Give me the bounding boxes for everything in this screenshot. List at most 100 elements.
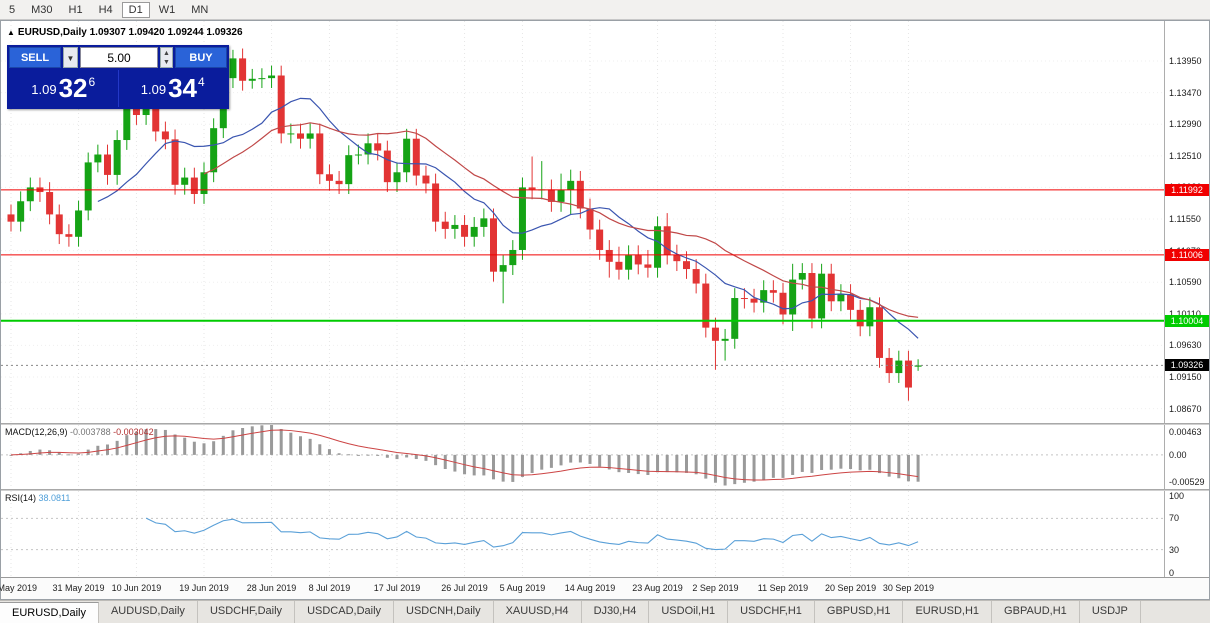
timeframe-button-h1[interactable]: H1 bbox=[62, 2, 90, 18]
pane-splitter-macd[interactable] bbox=[1, 423, 1209, 425]
rsi-label: RSI(14) 38.0811 bbox=[5, 493, 70, 503]
macd-signal-value: -0.003042 bbox=[113, 427, 154, 437]
timeframe-button-5[interactable]: 5 bbox=[2, 2, 22, 18]
date-label: 11 Sep 2019 bbox=[757, 583, 809, 593]
buy-button[interactable]: BUY bbox=[175, 47, 227, 68]
spinner-up-icon[interactable]: ▲ bbox=[163, 49, 170, 57]
chart-tab[interactable]: EURUSD,H1 bbox=[903, 601, 993, 623]
rsi-name: RSI(14) bbox=[5, 493, 37, 503]
timeframe-button-w1[interactable]: W1 bbox=[152, 2, 183, 18]
volume-spinner[interactable]: ▲ ▼ bbox=[160, 47, 173, 68]
price-tag-current: 1.09326 bbox=[1165, 359, 1209, 372]
volume-preset-dropdown[interactable]: ▼ bbox=[63, 47, 78, 68]
date-label: 14 Aug 2019 bbox=[564, 583, 616, 593]
sell-button[interactable]: SELL bbox=[9, 47, 61, 68]
rsi-tick-label: 0 bbox=[1169, 568, 1175, 577]
macd-label: MACD(12,26,9) -0.003788 -0.003042 bbox=[5, 427, 154, 437]
buy-price-pips: 34 bbox=[168, 73, 198, 103]
timeframe-button-h4[interactable]: H4 bbox=[92, 2, 120, 18]
date-label: 2 Sep 2019 bbox=[692, 583, 739, 593]
macd-tick-label: -0.00529 bbox=[1169, 477, 1205, 487]
price-tick-label: 1.09150 bbox=[1169, 372, 1202, 383]
time-axis: 22 May 2019 31 May 2019 10 Jun 2019 19 Jun … bbox=[0, 577, 1209, 599]
price-tag-resistance-1[interactable]: 1.11992 bbox=[1165, 183, 1209, 196]
rsi-tick-label: 70 bbox=[1169, 513, 1180, 524]
trade-panel-controls: SELL ▼ ▲▼ BUY bbox=[9, 47, 227, 68]
date-label: 8 Jul 2019 bbox=[308, 583, 351, 593]
sell-price-pips: 32 bbox=[58, 73, 88, 103]
price-tick-label: 1.12510 bbox=[1169, 150, 1202, 161]
price-tick-label: 1.13470 bbox=[1169, 87, 1202, 98]
macd-pane: 0.00463 0.00 -0.00529 MACD(12,26,9) -0.003… bbox=[1, 425, 1209, 489]
volume-input[interactable] bbox=[80, 47, 158, 68]
price-tag-resistance-2[interactable]: 1.11006 bbox=[1165, 248, 1209, 261]
chart-tab[interactable]: DJ30,H4 bbox=[582, 601, 650, 623]
timeframe-button-m30[interactable]: M30 bbox=[24, 2, 59, 18]
rsi-chart[interactable] bbox=[1, 491, 1164, 577]
macd-name: MACD(12,26,9) bbox=[5, 427, 68, 437]
price-tick-label: 1.13950 bbox=[1169, 56, 1202, 67]
buy-price[interactable]: 1.09 34 4 bbox=[119, 70, 228, 107]
price-tick-label: 1.12990 bbox=[1169, 119, 1202, 130]
rsi-pane: 100 70 30 0 RSI(14) 38.0811 bbox=[1, 491, 1209, 577]
chart-tab[interactable]: USDCNH,Daily bbox=[394, 601, 494, 623]
date-label: 22 May 2019 bbox=[0, 583, 38, 593]
rsi-grid bbox=[1, 491, 1164, 577]
chart-tabs-bar: EURUSD,Daily AUDUSD,Daily USDCHF,Daily USDC… bbox=[0, 600, 1210, 623]
date-label: 26 Jul 2019 bbox=[441, 583, 488, 593]
chart-window: 1.139501.134701.129901.125101.120301.115… bbox=[0, 20, 1210, 600]
chart-tab[interactable]: USDCAD,Daily bbox=[295, 601, 395, 623]
buy-price-base: 1.09 bbox=[140, 82, 167, 97]
price-tick-label: 1.10110 bbox=[1169, 309, 1201, 319]
price-pane: 1.139501.134701.129901.125101.120301.115… bbox=[1, 21, 1209, 423]
price-tick-label: 1.08670 bbox=[1169, 403, 1202, 414]
sell-price[interactable]: 1.09 32 6 bbox=[9, 70, 119, 107]
chart-tab[interactable]: USDJP bbox=[1080, 601, 1141, 623]
chart-title-text: EURUSD,Daily 1.09307 1.09420 1.09244 1.0… bbox=[17, 27, 243, 38]
rsi-tick-label: 30 bbox=[1169, 544, 1180, 555]
ma-fast-line bbox=[97, 97, 919, 339]
chevron-down-icon: ▼ bbox=[66, 54, 75, 63]
chart-title: ▲ EURUSD,Daily 1.09307 1.09420 1.09244 1.… bbox=[7, 27, 243, 38]
rsi-value: 38.0811 bbox=[38, 493, 71, 503]
chart-tab[interactable]: GBPAUD,H1 bbox=[992, 601, 1080, 623]
price-tick-label: 1.10590 bbox=[1169, 277, 1202, 288]
chart-tab[interactable]: EURUSD,Daily bbox=[0, 602, 99, 623]
chart-tab[interactable]: AUDUSD,Daily bbox=[99, 601, 198, 623]
chart-tab[interactable]: USDCHF,H1 bbox=[728, 601, 815, 623]
chart-tab[interactable]: GBPUSD,H1 bbox=[815, 601, 904, 623]
macd-chart[interactable] bbox=[1, 425, 1164, 489]
price-axis: 1.139501.134701.129901.125101.120301.115… bbox=[1164, 21, 1209, 423]
ma-slow-line bbox=[203, 122, 919, 318]
macd-main-value: -0.003788 bbox=[70, 427, 111, 437]
spinner-down-icon[interactable]: ▼ bbox=[163, 58, 170, 66]
price-tick-label: 1.11550 bbox=[1169, 214, 1201, 225]
macd-signal-line bbox=[10, 429, 919, 481]
trade-panel-prices: 1.09 32 6 1.09 34 4 bbox=[9, 70, 227, 107]
chart-tab[interactable]: USDOil,H1 bbox=[649, 601, 729, 623]
date-label: 31 May 2019 bbox=[52, 583, 105, 593]
price-tick-label: 1.09630 bbox=[1169, 340, 1202, 351]
price-tag-support[interactable]: 1.10004 bbox=[1165, 314, 1209, 327]
timeframe-toolbar: 5 M30 H1 H4 D1 W1 MN bbox=[0, 0, 1210, 20]
date-label: 10 Jun 2019 bbox=[111, 583, 162, 593]
rsi-axis: 100 70 30 0 bbox=[1164, 491, 1209, 577]
date-label: 20 Sep 2019 bbox=[825, 583, 877, 593]
sell-price-fraction: 6 bbox=[88, 75, 96, 89]
timeframe-button-d1[interactable]: D1 bbox=[121, 1, 150, 18]
buy-price-fraction: 4 bbox=[198, 75, 205, 89]
timeframe-button-mn[interactable]: MN bbox=[184, 2, 215, 18]
chart-tab[interactable]: USDCHF,Daily bbox=[198, 601, 296, 623]
date-label: 17 Jul 2019 bbox=[373, 583, 421, 593]
date-label: 28 Jun 2019 bbox=[246, 583, 297, 593]
chart-tab[interactable]: XAUUSD,H4 bbox=[494, 601, 582, 623]
collapse-panel-icon[interactable]: ▲ bbox=[7, 28, 15, 37]
rsi-tick-label: 100 bbox=[1169, 491, 1185, 501]
macd-tick-label: 0.00 bbox=[1169, 449, 1187, 460]
rsi-line bbox=[145, 517, 919, 551]
date-label: 23 Aug 2019 bbox=[632, 583, 683, 593]
pane-splitter-rsi[interactable] bbox=[1, 489, 1209, 491]
macd-tick-label: 0.00463 bbox=[1169, 427, 1202, 437]
